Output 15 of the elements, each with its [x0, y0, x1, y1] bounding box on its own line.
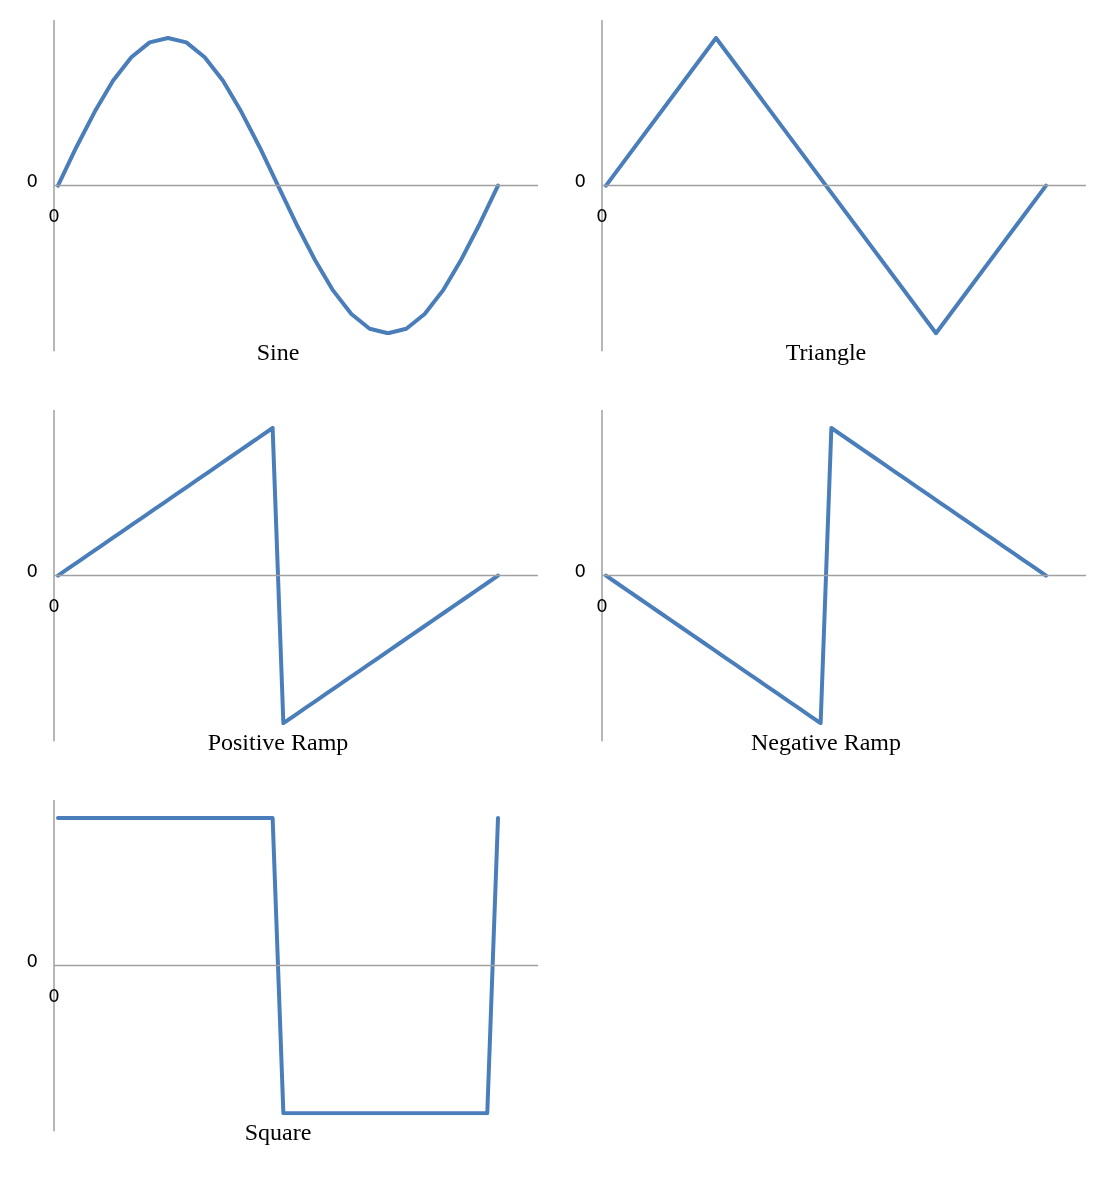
text: 0	[574, 560, 586, 582]
text: Triangle	[785, 338, 867, 365]
annotation: 0	[48, 595, 60, 617]
text: 0	[26, 170, 38, 192]
text: 0	[26, 950, 38, 972]
text: 0	[574, 170, 586, 192]
text: 0	[26, 560, 38, 582]
annotation: 0	[48, 205, 60, 227]
text: Negative Ramp	[751, 728, 901, 755]
text: Sine	[256, 338, 300, 365]
text: Positive Ramp	[207, 728, 349, 755]
annotation: 0	[596, 595, 608, 617]
text: Square	[244, 1118, 312, 1145]
annotation: 0	[48, 985, 60, 1007]
annotation: 0	[596, 205, 608, 227]
